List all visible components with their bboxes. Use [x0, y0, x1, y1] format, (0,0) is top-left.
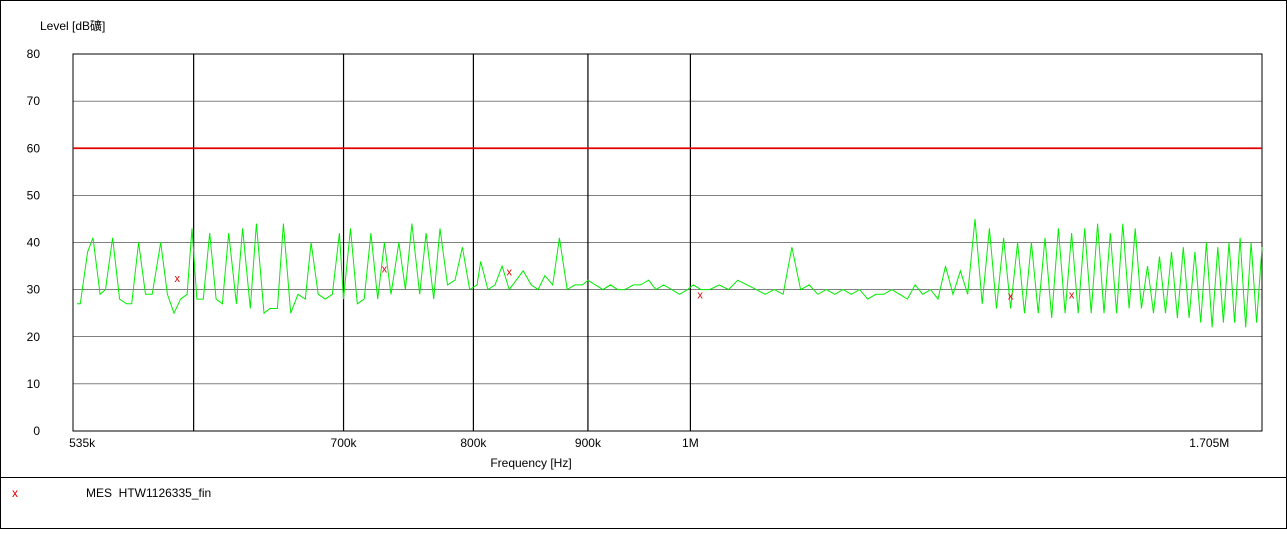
measurement-marker: x — [382, 263, 388, 275]
x-tick-label: 700k — [331, 436, 358, 450]
measurement-marker: x — [1008, 290, 1014, 302]
measurement-marker: x — [175, 273, 181, 285]
y-axis-label: Level [dB礦] — [40, 18, 105, 33]
x-tick-label: 800k — [460, 436, 487, 450]
y-tick-label: 10 — [27, 377, 41, 391]
x-tick-label: 1.705M — [1189, 436, 1229, 450]
y-tick-label: 0 — [33, 424, 40, 438]
y-tick-label: 50 — [27, 188, 41, 202]
legend: x MES HTW1126335_fin — [12, 486, 211, 500]
y-tick-label: 30 — [27, 283, 41, 297]
legend-marker-symbol: x — [12, 486, 18, 500]
x-tick-label: 900k — [575, 436, 602, 450]
measurement-marker: x — [697, 289, 703, 301]
plot-area: 0 10 20 30 40 50 60 70 80 535k 700k 800k 900k 1M 1.70… — [27, 47, 1263, 450]
y-tick-label: 70 — [27, 94, 41, 108]
legend-entry-label: MES HTW1126335_fin — [86, 486, 211, 500]
y-tick-label: 20 — [27, 330, 41, 344]
measurement-marker: x — [1069, 289, 1075, 301]
y-tick-label: 80 — [27, 47, 41, 61]
y-tick-label: 40 — [27, 236, 41, 250]
x-tick-label: 535k — [69, 436, 96, 450]
x-tick-label: 1M — [682, 436, 699, 450]
x-axis-label: Frequency [Hz] — [490, 456, 571, 470]
measurement-marker: x — [506, 267, 512, 279]
y-tick-label: 60 — [27, 141, 41, 155]
measurement-trace — [77, 218, 1263, 328]
